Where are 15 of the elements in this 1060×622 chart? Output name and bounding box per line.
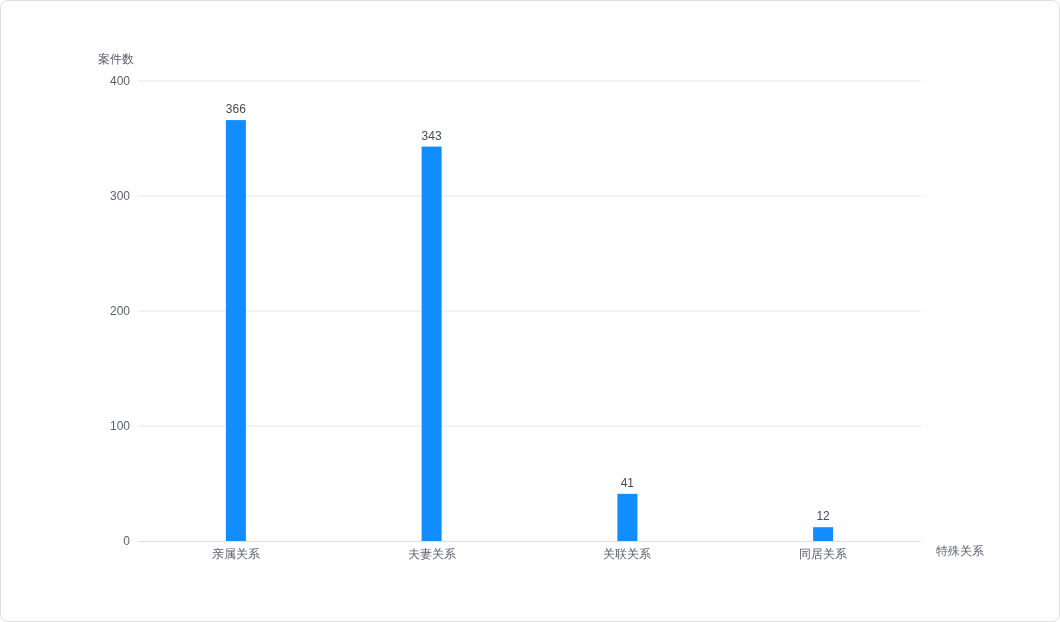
x-tick: 同居关系 xyxy=(799,547,848,561)
x-tick: 夫妻关系 xyxy=(407,547,456,561)
x-title: 特殊关系 xyxy=(936,544,984,558)
y-title: 案件数 xyxy=(98,52,134,66)
y-tick: 100 xyxy=(109,419,130,433)
data-label: 12 xyxy=(816,509,830,524)
y-tick: 400 xyxy=(109,74,130,88)
y-tick: 0 xyxy=(123,534,130,548)
data-label: 41 xyxy=(620,475,635,490)
y-tick: 200 xyxy=(109,304,130,318)
data-label: 366 xyxy=(225,102,246,117)
x-tick: 亲属关系 xyxy=(211,547,260,561)
y-tick: 300 xyxy=(109,189,130,203)
data-label: 343 xyxy=(421,128,442,143)
x-tick: 关联关系 xyxy=(603,547,652,561)
